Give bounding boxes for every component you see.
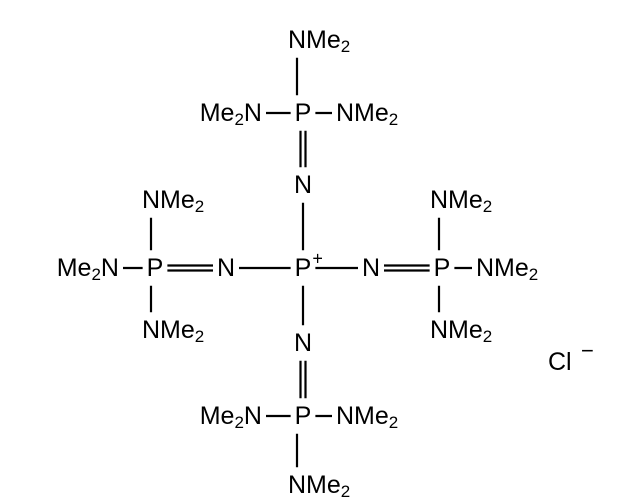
atom-Nr: N xyxy=(362,254,380,282)
atom-Pc: P xyxy=(295,254,312,282)
atom-Pr: P xyxy=(434,254,451,282)
charge-minus-Cl: − xyxy=(581,338,594,363)
atom-Cl: Cl xyxy=(548,348,572,376)
atom-Bl: Me2N xyxy=(200,402,262,432)
atom-Nb: N xyxy=(294,329,312,357)
atom-Pl: P xyxy=(147,254,164,282)
atom-Pb: P xyxy=(295,402,312,430)
atom-Tl: Me2N xyxy=(200,99,262,129)
atom-Nt: N xyxy=(294,171,312,199)
atom-Ll: Me2N xyxy=(57,254,119,284)
charge-plus-Pc: + xyxy=(312,248,323,268)
atom-Pt: P xyxy=(295,99,312,127)
atom-Nl: N xyxy=(217,254,235,282)
